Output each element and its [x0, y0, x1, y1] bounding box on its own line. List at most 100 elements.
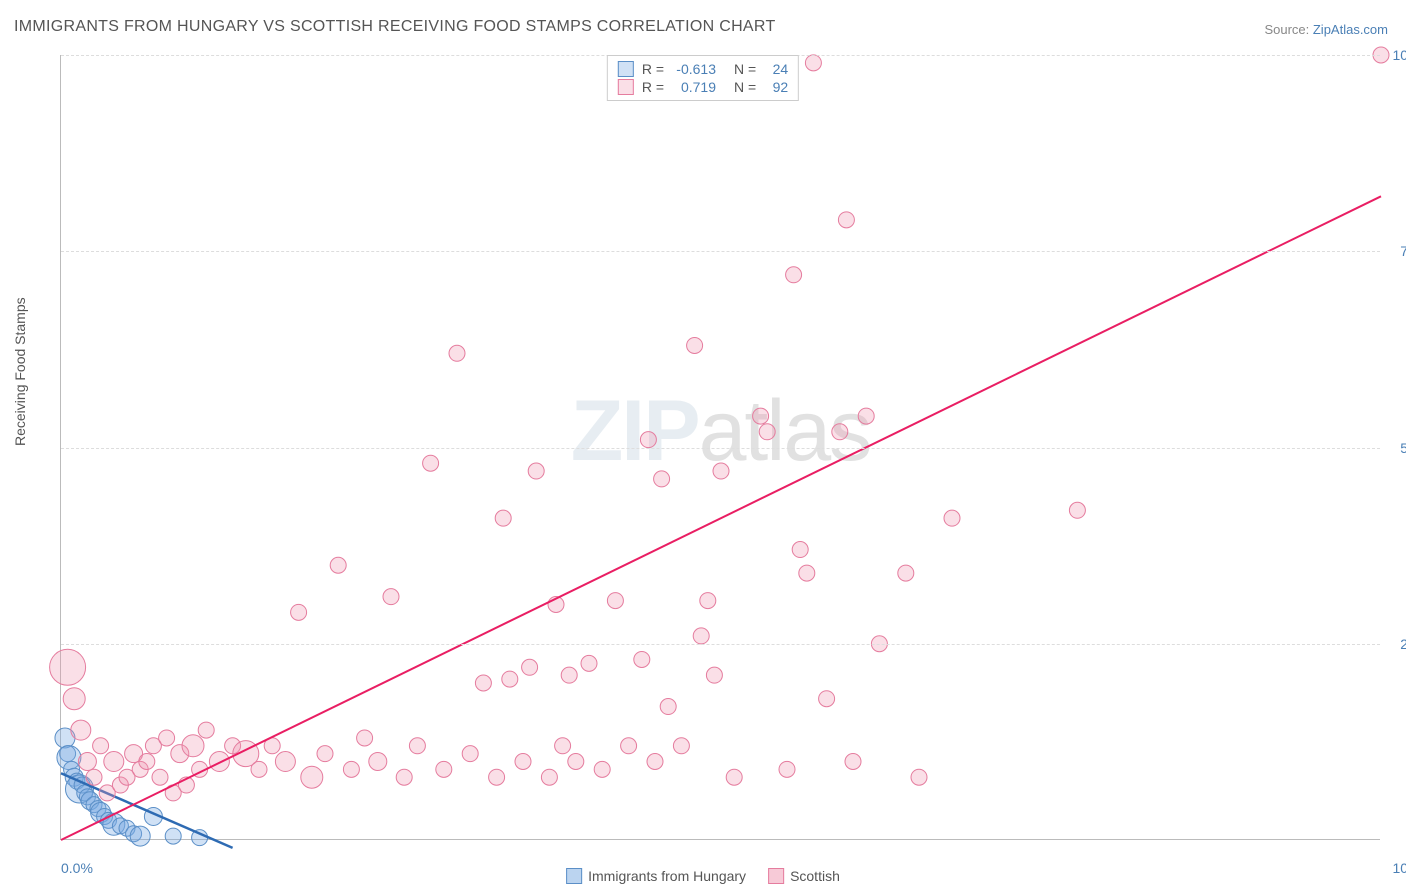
scatter-point: [726, 769, 742, 785]
scatter-point: [78, 753, 96, 771]
scatter-point: [1069, 502, 1085, 518]
stats-box: R = -0.613 N = 24R = 0.719 N = 92: [607, 55, 799, 101]
legend-swatch: [618, 61, 634, 77]
scatter-point: [50, 649, 86, 685]
scatter-point: [165, 828, 181, 844]
scatter-point: [515, 754, 531, 770]
scatter-point: [713, 463, 729, 479]
ytick-label: 25.0%: [1400, 636, 1406, 652]
scatter-point: [139, 754, 155, 770]
scatter-point: [832, 424, 848, 440]
bottom-legend: Immigrants from Hungary Scottish: [566, 868, 840, 884]
scatter-point: [383, 589, 399, 605]
gridline: [61, 448, 1380, 449]
scatter-point: [693, 628, 709, 644]
scatter-point: [640, 432, 656, 448]
scatter-point: [198, 722, 214, 738]
r-value: 0.719: [672, 79, 716, 95]
r-value: -0.613: [672, 61, 716, 77]
n-value: 24: [764, 61, 788, 77]
gridline: [61, 251, 1380, 252]
scatter-point: [182, 735, 204, 757]
scatter-point: [86, 769, 102, 785]
scatter-point: [436, 761, 452, 777]
scatter-point: [845, 754, 861, 770]
scatter-point: [799, 565, 815, 581]
scatter-point: [786, 267, 802, 283]
gridline: [61, 644, 1380, 645]
scatter-point: [152, 769, 168, 785]
scatter-point: [805, 55, 821, 71]
scatter-point: [528, 463, 544, 479]
scatter-point: [104, 752, 124, 772]
source-attribution: Source: ZipAtlas.com: [1264, 22, 1388, 37]
scatter-point: [706, 667, 722, 683]
ytick-label: 100.0%: [1393, 47, 1406, 63]
legend-label: Scottish: [790, 868, 840, 884]
source-label: Source:: [1264, 22, 1312, 37]
scatter-point: [687, 337, 703, 353]
stats-row: R = 0.719 N = 92: [618, 78, 788, 96]
scatter-point: [561, 667, 577, 683]
scatter-point: [581, 655, 597, 671]
scatter-point: [673, 738, 689, 754]
xtick-label-min: 0.0%: [61, 860, 93, 876]
scatter-point: [759, 424, 775, 440]
scatter-point: [462, 746, 478, 762]
scatter-point: [819, 691, 835, 707]
scatter-point: [330, 557, 346, 573]
r-label: R =: [642, 79, 664, 95]
legend-swatch: [566, 868, 582, 884]
ytick-label: 75.0%: [1400, 243, 1406, 259]
stats-row: R =-0.613N =24: [618, 60, 788, 78]
scatter-point: [647, 754, 663, 770]
n-label: N =: [734, 79, 756, 95]
scatter-point: [944, 510, 960, 526]
y-axis-label: Receiving Food Stamps: [12, 297, 28, 446]
source-link[interactable]: ZipAtlas.com: [1313, 22, 1388, 37]
n-value: 92: [764, 79, 788, 95]
scatter-point: [621, 738, 637, 754]
scatter-point: [660, 699, 676, 715]
scatter-point: [700, 593, 716, 609]
scatter-point: [911, 769, 927, 785]
scatter-point: [555, 738, 571, 754]
scatter-point: [779, 761, 795, 777]
scatter-point: [159, 730, 175, 746]
scatter-point: [792, 542, 808, 558]
ytick-label: 50.0%: [1400, 440, 1406, 456]
scatter-point: [495, 510, 511, 526]
legend-label: Immigrants from Hungary: [588, 868, 746, 884]
scatter-point: [130, 826, 150, 846]
scatter-point: [301, 766, 323, 788]
legend-item: Scottish: [768, 868, 840, 884]
scatter-point: [654, 471, 670, 487]
scatter-point: [449, 345, 465, 361]
regression-line: [61, 196, 1381, 840]
scatter-point: [838, 212, 854, 228]
scatter-point: [396, 769, 412, 785]
scatter-point: [357, 730, 373, 746]
scatter-point: [251, 761, 267, 777]
chart-title: IMMIGRANTS FROM HUNGARY VS SCOTTISH RECE…: [14, 18, 776, 36]
legend-swatch: [618, 79, 634, 95]
scatter-point: [317, 746, 333, 762]
scatter-point: [502, 671, 518, 687]
scatter-point: [63, 688, 85, 710]
scatter-point: [753, 408, 769, 424]
scatter-point: [522, 659, 538, 675]
scatter-point: [634, 651, 650, 667]
scatter-point: [423, 455, 439, 471]
scatter-point: [275, 752, 295, 772]
scatter-point: [71, 720, 91, 740]
scatter-point: [489, 769, 505, 785]
scatter-point: [209, 752, 229, 772]
scatter-point: [541, 769, 557, 785]
scatter-point: [568, 754, 584, 770]
xtick-label-max: 100.0%: [1393, 860, 1406, 876]
scatter-point: [409, 738, 425, 754]
r-label: R =: [642, 61, 664, 77]
scatter-point: [594, 761, 610, 777]
scatter-point: [607, 593, 623, 609]
scatter-point: [93, 738, 109, 754]
